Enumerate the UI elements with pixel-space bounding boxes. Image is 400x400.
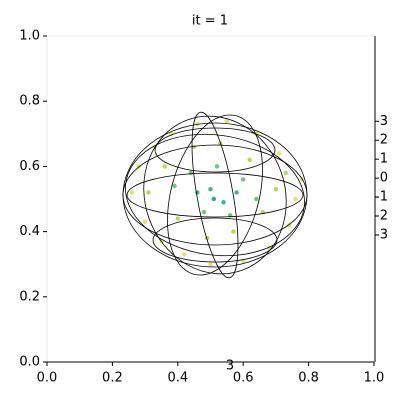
point bbox=[208, 187, 213, 192]
point bbox=[283, 170, 288, 176]
point bbox=[273, 187, 279, 192]
x-tick-label: 0.4 bbox=[167, 371, 188, 386]
x-tick-label: 0.2 bbox=[102, 371, 123, 386]
point bbox=[175, 216, 180, 221]
stray-label: 3 bbox=[226, 359, 234, 374]
x-tick-label: 0.8 bbox=[298, 371, 319, 386]
chart-title: it = 1 bbox=[192, 14, 228, 29]
point-cloud bbox=[129, 118, 305, 267]
point bbox=[241, 177, 246, 182]
point bbox=[247, 157, 252, 163]
point bbox=[201, 209, 207, 215]
z-tick-label: 0 bbox=[380, 171, 388, 186]
y-tick-label: 1.0 bbox=[19, 29, 40, 44]
point bbox=[188, 170, 194, 176]
point bbox=[231, 229, 236, 234]
point bbox=[142, 219, 148, 225]
point bbox=[224, 118, 230, 123]
x-tick-label: 1.0 bbox=[364, 371, 385, 386]
point bbox=[208, 262, 213, 267]
point bbox=[276, 151, 282, 156]
y-tick-label: 0.2 bbox=[19, 289, 40, 304]
x-tick-label: 0.6 bbox=[233, 371, 254, 386]
point bbox=[234, 190, 239, 195]
z-tick-label: 2 bbox=[380, 133, 388, 148]
point bbox=[214, 164, 220, 169]
point bbox=[162, 164, 167, 169]
point bbox=[136, 164, 141, 169]
point bbox=[221, 200, 226, 205]
point bbox=[172, 183, 177, 189]
point bbox=[254, 196, 259, 202]
point bbox=[129, 190, 135, 195]
x-tick-label: 0.0 bbox=[37, 371, 58, 386]
y-tick-label: 0.6 bbox=[19, 159, 40, 174]
sphere-wireframe bbox=[122, 111, 308, 279]
z-tick-label: 3 bbox=[380, 114, 388, 129]
z-tick-label: -1 bbox=[375, 190, 388, 205]
z-tick-label: 1 bbox=[380, 152, 388, 167]
point bbox=[146, 190, 151, 195]
z-tick-label: -2 bbox=[375, 209, 388, 224]
z-tick-label: -3 bbox=[375, 228, 388, 243]
point bbox=[182, 252, 187, 257]
y-tick-label: 0.4 bbox=[19, 224, 40, 239]
point bbox=[191, 144, 197, 150]
y-tick-label: 0.8 bbox=[19, 94, 40, 109]
point bbox=[293, 196, 298, 202]
y-tick-label: 0.0 bbox=[19, 355, 40, 370]
point bbox=[211, 196, 216, 202]
